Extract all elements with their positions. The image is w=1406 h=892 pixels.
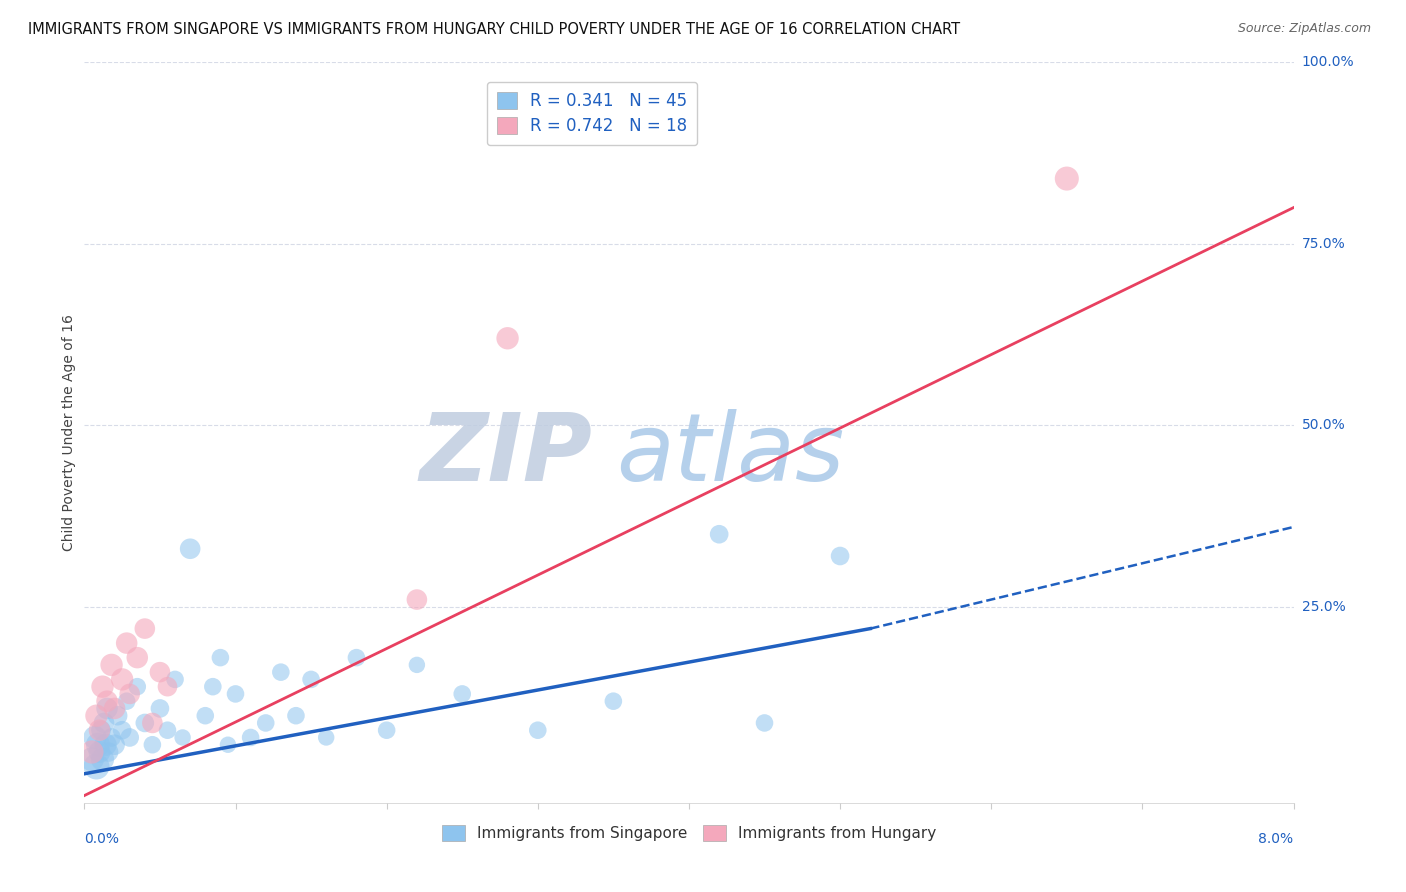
- Point: [165, 673, 187, 687]
- Point: [89, 745, 111, 759]
- Text: Source: ZipAtlas.com: Source: ZipAtlas.com: [1237, 22, 1371, 36]
- Point: [496, 331, 519, 345]
- Point: [406, 592, 429, 607]
- Point: [201, 680, 224, 694]
- Point: [104, 738, 127, 752]
- Point: [527, 723, 550, 738]
- Point: [284, 708, 308, 723]
- Point: [89, 723, 111, 738]
- Point: [225, 687, 247, 701]
- Point: [149, 665, 172, 680]
- Text: ZIP: ZIP: [419, 409, 592, 500]
- Point: [406, 657, 429, 672]
- Point: [156, 723, 179, 738]
- Point: [100, 731, 122, 745]
- Text: IMMIGRANTS FROM SINGAPORE VS IMMIGRANTS FROM HUNGARY CHILD POVERTY UNDER THE AGE: IMMIGRANTS FROM SINGAPORE VS IMMIGRANTS …: [28, 22, 960, 37]
- Text: 8.0%: 8.0%: [1258, 832, 1294, 847]
- Point: [134, 622, 156, 636]
- Text: 50.0%: 50.0%: [1302, 418, 1346, 433]
- Point: [118, 731, 141, 745]
- Text: 75.0%: 75.0%: [1302, 237, 1346, 251]
- Point: [93, 715, 115, 730]
- Point: [84, 731, 107, 745]
- Point: [315, 731, 337, 745]
- Point: [80, 752, 103, 766]
- Point: [602, 694, 624, 708]
- Point: [179, 541, 201, 556]
- Point: [96, 701, 118, 715]
- Point: [127, 650, 149, 665]
- Point: [104, 701, 127, 715]
- Point: [91, 752, 114, 766]
- Point: [118, 687, 141, 701]
- Point: [375, 723, 398, 738]
- Point: [451, 687, 474, 701]
- Point: [127, 680, 149, 694]
- Point: [172, 731, 194, 745]
- Point: [830, 549, 852, 563]
- Point: [97, 745, 120, 759]
- Text: 25.0%: 25.0%: [1302, 599, 1346, 614]
- Text: atlas: atlas: [616, 409, 845, 500]
- Point: [87, 738, 110, 752]
- Point: [111, 723, 134, 738]
- Text: 100.0%: 100.0%: [1302, 55, 1354, 70]
- Point: [111, 673, 134, 687]
- Point: [115, 636, 138, 650]
- Text: 0.0%: 0.0%: [84, 832, 120, 847]
- Point: [134, 715, 156, 730]
- Point: [254, 715, 277, 730]
- Point: [90, 723, 112, 738]
- Point: [149, 701, 172, 715]
- Point: [100, 657, 122, 672]
- Point: [209, 650, 232, 665]
- Point: [141, 715, 163, 730]
- Point: [709, 527, 731, 541]
- Point: [91, 680, 114, 694]
- Point: [94, 738, 117, 752]
- Point: [299, 673, 322, 687]
- Point: [217, 738, 239, 752]
- Y-axis label: Child Poverty Under the Age of 16: Child Poverty Under the Age of 16: [62, 314, 76, 551]
- Legend: Immigrants from Singapore, Immigrants from Hungary: Immigrants from Singapore, Immigrants fr…: [436, 819, 942, 847]
- Point: [96, 694, 118, 708]
- Point: [239, 731, 262, 745]
- Point: [270, 665, 292, 680]
- Point: [115, 694, 138, 708]
- Point: [156, 680, 179, 694]
- Point: [86, 759, 108, 773]
- Point: [346, 650, 368, 665]
- Point: [80, 745, 103, 759]
- Point: [86, 708, 108, 723]
- Point: [107, 708, 129, 723]
- Point: [1056, 171, 1078, 186]
- Point: [194, 708, 217, 723]
- Point: [754, 715, 776, 730]
- Point: [141, 738, 163, 752]
